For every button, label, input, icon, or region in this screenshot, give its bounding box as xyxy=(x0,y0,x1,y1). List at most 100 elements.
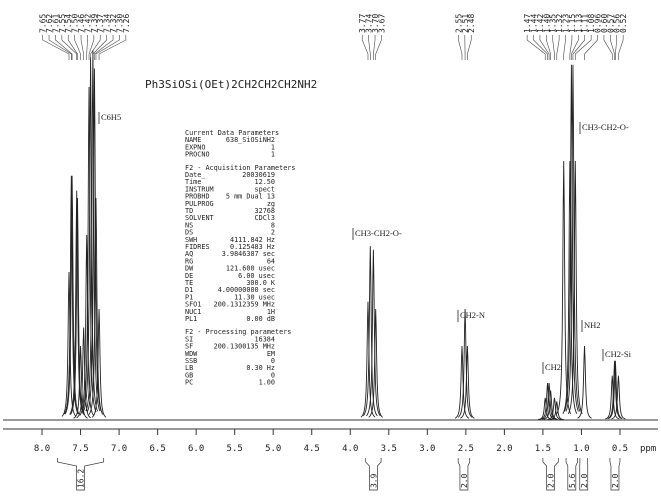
param-value: 0.125483 Hz xyxy=(230,243,275,251)
peak-label: 7.46 xyxy=(77,14,86,33)
param-name: NS xyxy=(185,221,193,229)
annotation: CH2 xyxy=(545,362,561,372)
annotation: NH2 xyxy=(584,320,601,330)
annotation: CH3-CH2-O- xyxy=(582,122,629,132)
peak-label-leader xyxy=(584,35,598,60)
peak-label: 7.50 xyxy=(71,14,80,33)
peak-label: 1.11 xyxy=(581,14,590,33)
peak xyxy=(460,345,475,419)
param-name: EXPNO xyxy=(185,143,205,151)
param-name: DE xyxy=(185,272,193,280)
annotation: CH2-Si xyxy=(605,349,632,359)
param-heading: F2 - Processing parameters xyxy=(185,328,291,336)
peak-label: 3.70 xyxy=(371,14,380,33)
param-name: RG xyxy=(185,257,193,265)
peak-label: 7.55 xyxy=(58,14,67,33)
param-value: 0.00 dB xyxy=(246,315,275,323)
peak-label: 7.54 xyxy=(64,14,73,33)
peak-label: 1.35 xyxy=(549,14,558,33)
integral-bracket xyxy=(365,458,382,491)
param-name: LB xyxy=(185,364,193,372)
peak-label: 7.39 xyxy=(90,14,99,33)
param-name: Date_ xyxy=(185,171,206,179)
peak-label-leader xyxy=(48,35,72,60)
peak-label-leader xyxy=(563,35,566,60)
x-axis-label: ppm xyxy=(640,444,656,454)
peak xyxy=(362,246,378,417)
peak-label: 1.23 xyxy=(562,14,571,33)
param-value: 6.00 usec xyxy=(238,272,275,280)
x-tick-label: 7.0 xyxy=(111,444,127,454)
peak-label-leader xyxy=(603,35,613,60)
param-name: INSTRUM xyxy=(185,185,214,193)
peak-label-leader xyxy=(546,35,551,60)
peak xyxy=(79,234,95,416)
integral-label: 3.9 xyxy=(369,473,378,488)
param-value: 1H xyxy=(267,308,275,316)
peak-label-leader xyxy=(375,35,382,60)
peak xyxy=(605,375,620,420)
peak xyxy=(88,197,104,415)
param-value: 11.30 usec xyxy=(234,293,275,301)
param-value: 1.00 xyxy=(259,379,275,387)
peak xyxy=(91,308,107,418)
peak xyxy=(368,308,383,418)
param-name: DW xyxy=(185,265,194,273)
param-value: 64 xyxy=(267,257,275,265)
param-value: 16384 xyxy=(255,335,275,343)
peak-label-leader xyxy=(467,35,472,60)
param-heading: F2 - Acquisition Parameters xyxy=(185,164,296,172)
peak-label-leader xyxy=(92,35,107,60)
peak-label: 7.26 xyxy=(122,14,131,33)
param-name: PROBHD xyxy=(185,193,210,201)
peak-label-leader xyxy=(539,35,550,60)
peak-label: 7.34 xyxy=(103,14,112,33)
param-value: 2 xyxy=(271,229,275,237)
param-name: SOLVENT xyxy=(185,214,214,222)
param-name: FIDRES xyxy=(185,243,210,251)
peak-label: 1.40 xyxy=(542,14,551,33)
peak-label: 7.30 xyxy=(115,14,124,33)
param-name: SI xyxy=(185,335,193,343)
peak xyxy=(87,68,102,412)
peak-label: 7.65 xyxy=(39,14,48,33)
param-value: 0 xyxy=(271,357,275,365)
integral-bracket xyxy=(542,458,559,491)
annotation: C6H5 xyxy=(101,112,121,122)
param-name: Time xyxy=(185,178,201,186)
param-value: 5 mm Dual 13 xyxy=(226,193,275,201)
annotation: CH3-CH2-O- xyxy=(355,228,402,238)
peak xyxy=(563,64,579,412)
integral-label: 2.0 xyxy=(580,473,589,488)
x-tick-label: 5.5 xyxy=(227,444,243,454)
x-tick-label: 6.0 xyxy=(188,444,204,454)
peak xyxy=(567,160,583,414)
peak-label-leader xyxy=(574,35,592,60)
peak-label-leader xyxy=(67,35,78,60)
peak-label: 1.47 xyxy=(523,14,532,33)
annotation: CH2-N xyxy=(460,310,485,320)
peak-label-leader xyxy=(55,35,73,60)
peak-label-leader xyxy=(80,35,84,60)
param-value: 8 xyxy=(271,221,275,229)
peak xyxy=(457,308,473,418)
peak xyxy=(543,390,558,420)
peak xyxy=(61,271,77,417)
peak-label-leader xyxy=(90,35,101,60)
peak-label-leader xyxy=(533,35,548,60)
peak xyxy=(366,249,381,417)
param-name: SF xyxy=(185,343,193,351)
param-name: TE xyxy=(185,279,193,287)
peak xyxy=(81,86,97,413)
param-value: 4.00000000 sec xyxy=(218,286,275,294)
peak xyxy=(85,49,101,412)
peak xyxy=(76,327,91,419)
param-value: 20030619 xyxy=(242,171,275,179)
param-value: CDCl3 xyxy=(255,214,275,222)
param-name: PL1 xyxy=(185,315,197,323)
peak-label: 0.56 xyxy=(613,14,622,33)
param-name: NAME xyxy=(185,136,201,144)
param-value: 200.1300135 MHz xyxy=(214,343,275,351)
peak-label-leader xyxy=(361,35,369,60)
